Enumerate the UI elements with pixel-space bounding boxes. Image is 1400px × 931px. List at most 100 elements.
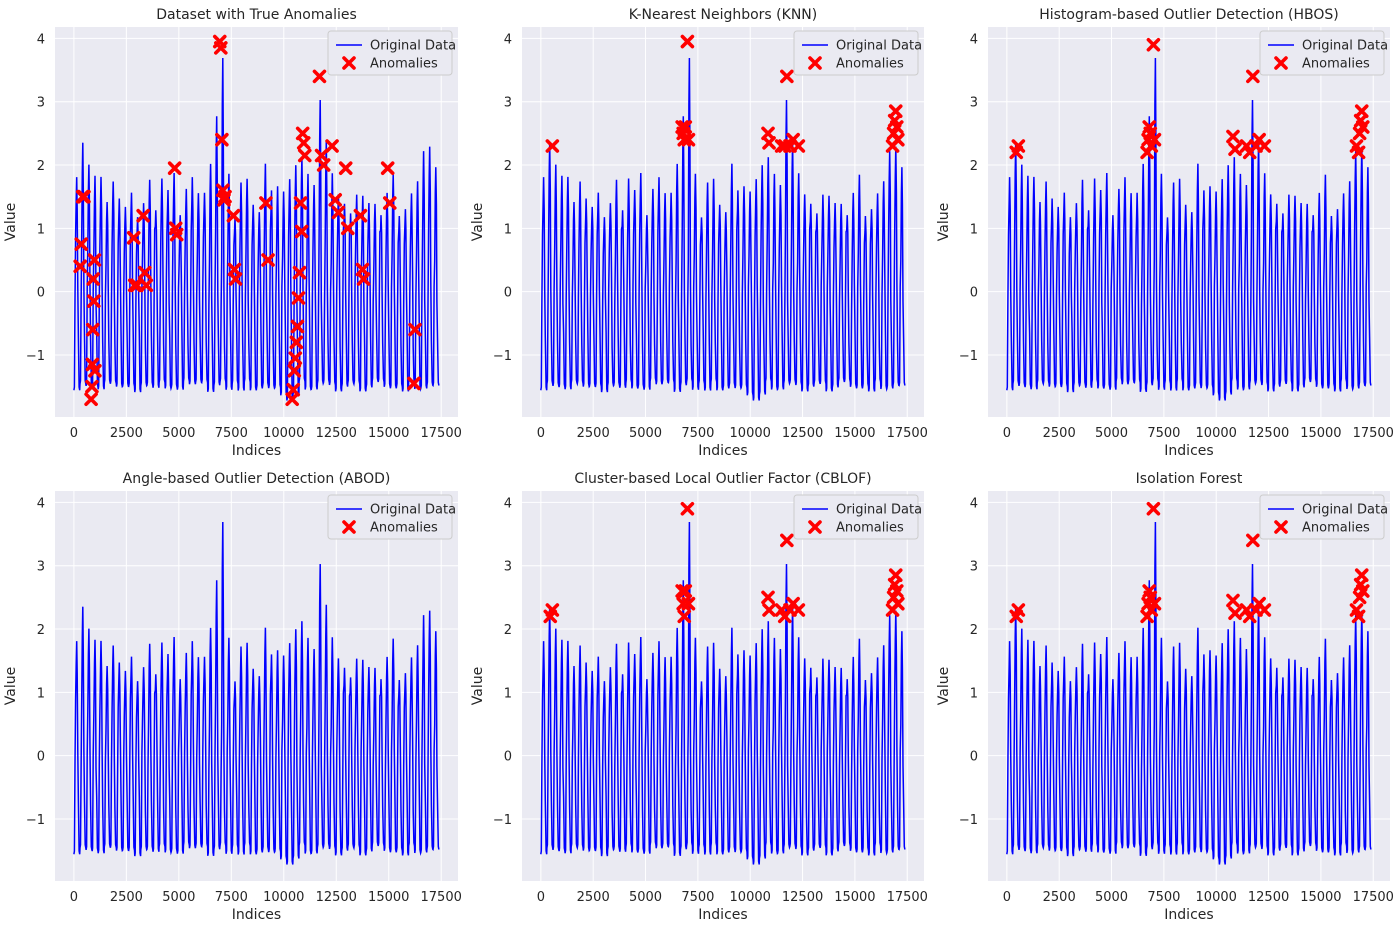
- legend-marker-swatch: [342, 520, 356, 534]
- anomaly-point: [167, 161, 182, 175]
- anomaly-point: [259, 196, 273, 210]
- y-tick-label: 4: [970, 32, 978, 47]
- anomaly-point: [680, 34, 695, 49]
- chart-title: Histogram-based Outlier Detection (HBOS): [1039, 7, 1339, 23]
- legend-marker-swatch: [1274, 56, 1288, 70]
- y-tick-label: 3: [504, 96, 512, 111]
- series-line-original-data: [540, 521, 906, 865]
- chart-title: Isolation Forest: [1136, 471, 1243, 487]
- anomaly-point: [84, 392, 98, 407]
- x-tick-label: 17500: [1353, 426, 1394, 441]
- anomaly-point: [1351, 145, 1366, 160]
- anomaly-point: [1239, 139, 1254, 153]
- series-line-original-data: [73, 57, 440, 401]
- anomaly-point: [87, 294, 101, 308]
- anomaly-point: [288, 351, 303, 365]
- anomaly-point: [1146, 37, 1161, 52]
- x-tick-label: 10000: [1196, 426, 1237, 441]
- x-tick-label: 10000: [263, 890, 304, 905]
- anomaly-point: [328, 193, 343, 207]
- chart-title: Cluster-based Local Outlier Factor (CBLO…: [574, 471, 871, 487]
- anomaly-point: [87, 253, 102, 267]
- x-tick-label: 7500: [215, 890, 248, 905]
- y-tick-label: 2: [37, 623, 45, 638]
- anomaly-point: [1257, 603, 1272, 617]
- y-tick-label: −1: [26, 349, 45, 364]
- anomaly-point: [1246, 533, 1260, 548]
- y-axis-label: Value: [936, 667, 952, 705]
- chart-panel-6: 0 2500 5000 7500 10000 12500 15000 17500 −1 0 1 2 3 4…: [936, 471, 1394, 923]
- anomaly-point: [1352, 126, 1367, 141]
- legend: Original Data Anomalies: [327, 30, 456, 76]
- chart-title: Angle-based Outlier Detection (ABOD): [123, 471, 391, 487]
- anomaly-point: [169, 227, 184, 242]
- anomaly-point: [88, 363, 102, 378]
- x-tick-label: 7500: [1147, 426, 1180, 441]
- legend-box: [1259, 30, 1385, 76]
- anomaly-point: [85, 379, 99, 394]
- anomaly-point: [1246, 69, 1260, 84]
- legend: Original Data Anomalies: [1259, 30, 1388, 76]
- anomaly-point: [891, 596, 905, 611]
- anomaly-point: [139, 278, 154, 293]
- x-tick-label: 0: [70, 890, 78, 905]
- anomaly-point: [297, 148, 312, 163]
- x-tick-label: 5000: [162, 890, 195, 905]
- anomaly-point: [681, 132, 696, 147]
- anomaly-point: [296, 136, 311, 150]
- anomaly-point: [1354, 568, 1369, 583]
- y-tick-label: 1: [970, 686, 978, 701]
- chart-panel-3: 0 2500 5000 7500 10000 12500 15000 17500 −1 0 1 2 3 4…: [936, 7, 1394, 459]
- y-axis-label: Value: [3, 203, 19, 241]
- anomaly-point: [86, 272, 101, 286]
- y-tick-label: 3: [970, 96, 978, 111]
- x-tick-label: 2500: [110, 890, 143, 905]
- x-tick-label: 12500: [782, 890, 823, 905]
- y-tick-label: 0: [970, 750, 978, 765]
- anomaly-point: [77, 189, 91, 204]
- anomaly-point: [681, 596, 696, 611]
- anomaly-point: [891, 132, 905, 147]
- y-tick-label: 1: [37, 222, 45, 237]
- legend-label-anomalies: Anomalies: [836, 521, 904, 536]
- anomaly-point: [289, 335, 304, 350]
- legend-box: [1259, 494, 1385, 540]
- anomaly-point: [356, 272, 371, 286]
- x-tick-label: 10000: [1196, 890, 1237, 905]
- legend-box: [327, 30, 453, 76]
- x-tick-label: 0: [1003, 890, 1011, 905]
- legend-box: [327, 494, 453, 540]
- x-tick-label: 7500: [681, 890, 714, 905]
- x-tick-label: 2500: [577, 890, 610, 905]
- anomaly-point: [545, 139, 560, 153]
- x-tick-label: 12500: [1248, 426, 1289, 441]
- anomaly-point: [889, 120, 904, 134]
- anomaly-point: [761, 590, 775, 605]
- legend: Original Data Anomalies: [1259, 494, 1388, 540]
- anomaly-point: [888, 568, 903, 583]
- y-tick-label: 2: [970, 623, 978, 638]
- anomaly-point: [287, 363, 302, 378]
- anomaly-point: [293, 196, 308, 210]
- legend-label-original-data: Original Data: [836, 39, 922, 54]
- y-tick-label: 0: [504, 286, 512, 301]
- y-tick-label: 1: [504, 222, 512, 237]
- anomaly-point: [780, 533, 794, 548]
- anomaly-point: [292, 265, 307, 280]
- x-axis-label: Indices: [1164, 443, 1213, 459]
- anomaly-point: [762, 136, 776, 150]
- anomaly-point: [1351, 609, 1366, 624]
- y-tick-label: 3: [37, 96, 45, 111]
- y-tick-label: 3: [504, 560, 512, 575]
- legend-box: [793, 30, 919, 76]
- x-axis-label: Indices: [232, 443, 281, 459]
- anomaly-point: [136, 208, 150, 223]
- series-line-original-data: [1006, 57, 1372, 401]
- y-tick-label: −1: [959, 349, 978, 364]
- x-tick-label: 17500: [421, 890, 462, 905]
- y-tick-label: 3: [37, 560, 45, 575]
- x-tick-label: 10000: [730, 426, 771, 441]
- anomaly-point: [1355, 120, 1370, 134]
- anomaly-point: [677, 609, 692, 624]
- legend-label-original-data: Original Data: [836, 503, 922, 518]
